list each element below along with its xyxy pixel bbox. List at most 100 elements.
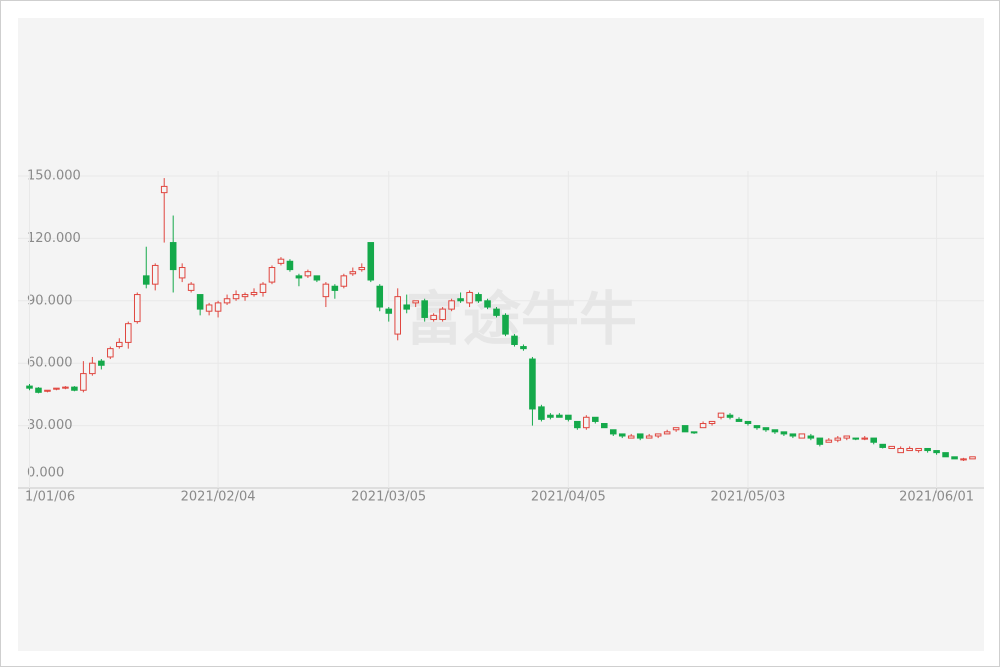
candle-body: [636, 433, 644, 439]
candle-body: [780, 431, 788, 435]
y-tick-label: 30.000: [27, 418, 73, 433]
candle-body: [250, 291, 258, 296]
candle-body: [457, 298, 464, 302]
candle-body: [439, 308, 446, 321]
x-tick-label: 2021/06/01: [899, 490, 974, 505]
candle-body: [493, 308, 500, 316]
y-tick-label: 60.000: [27, 356, 73, 371]
x-tick-label: 1/01/06: [25, 490, 75, 505]
candle-body: [133, 294, 141, 323]
candle-body: [62, 386, 69, 389]
candle-body: [394, 296, 402, 335]
candle-body: [717, 412, 725, 418]
candle-body: [897, 447, 904, 454]
candle-body: [870, 437, 878, 443]
candle-body: [960, 458, 967, 461]
plot-panel: [18, 18, 984, 651]
candle-body: [951, 456, 958, 460]
candle-body: [861, 437, 869, 440]
candle-body: [834, 437, 842, 441]
candle-body: [618, 433, 626, 437]
candle-body: [313, 275, 321, 281]
candle-body: [502, 314, 509, 335]
candle-body: [888, 445, 895, 449]
candle-body: [735, 418, 743, 422]
candle-body: [681, 425, 689, 433]
candle-body: [98, 360, 105, 366]
candle-body: [385, 308, 393, 314]
candle-body: [825, 439, 833, 443]
candle-body: [286, 260, 294, 271]
candle-body: [609, 429, 617, 435]
candle-body: [349, 271, 357, 275]
candle-body: [816, 437, 824, 445]
candle-body: [35, 387, 42, 393]
candle-body: [26, 385, 33, 389]
candle-body: [789, 433, 797, 437]
candle-body: [53, 387, 60, 390]
candle-body: [708, 420, 716, 425]
candle-body: [304, 271, 312, 277]
candle-body: [753, 425, 761, 429]
candle-body: [924, 447, 931, 452]
candle-body: [798, 433, 806, 439]
candle-body: [277, 258, 285, 264]
candle-body: [843, 435, 851, 439]
candle-body: [340, 275, 348, 287]
candle-body: [367, 242, 375, 281]
x-tick-label: 2021/03/05: [351, 490, 426, 505]
candle-body: [412, 300, 419, 304]
candle-body: [466, 291, 473, 304]
x-tick-label: 2021/04/05: [531, 490, 606, 505]
candle-body: [107, 348, 114, 358]
candle-body: [295, 275, 303, 279]
candle-body: [241, 294, 249, 298]
candle-body: [744, 420, 752, 425]
candle-body: [44, 389, 51, 392]
y-tick-label: 120.000: [27, 231, 81, 246]
candle-body: [169, 242, 177, 271]
candle-body: [142, 275, 150, 285]
candle-body: [421, 300, 428, 318]
candle-body: [322, 283, 330, 298]
candle-body: [259, 283, 267, 293]
candle-body: [627, 435, 635, 439]
candle-body: [538, 406, 545, 420]
candle-body: [672, 427, 680, 431]
y-tick-label: 90.000: [27, 293, 73, 308]
candle-body: [187, 283, 195, 291]
candle-body: [475, 294, 482, 302]
candle-body: [331, 285, 339, 291]
candle-body: [214, 302, 222, 312]
candle-body: [699, 423, 707, 429]
candle-body: [645, 435, 653, 439]
candle-body: [933, 450, 940, 454]
candle-body: [762, 427, 770, 431]
candle-body: [771, 429, 779, 433]
candle-body: [484, 300, 491, 308]
candle-body: [663, 431, 671, 435]
candle-body: [223, 298, 231, 304]
y-tick-label: 150.000: [27, 169, 81, 184]
candle-body: [71, 386, 78, 391]
candle-body: [654, 433, 662, 437]
candle-body: [116, 341, 123, 348]
candle-body: [583, 416, 590, 429]
candle-body: [160, 185, 168, 194]
candle-body: [906, 447, 913, 452]
candle-body: [879, 443, 886, 448]
candle-body: [565, 414, 572, 420]
candle-body: [511, 335, 518, 345]
candle-body: [196, 294, 204, 310]
x-tick-label: 2021/05/03: [711, 490, 786, 505]
candle-body: [124, 323, 132, 343]
candle-body: [600, 423, 608, 429]
candle-body: [358, 267, 366, 271]
candle-body: [151, 264, 159, 285]
candle-body: [520, 346, 527, 350]
candle-body: [690, 431, 698, 434]
candle-body: [80, 373, 87, 391]
candle-body: [807, 435, 815, 439]
